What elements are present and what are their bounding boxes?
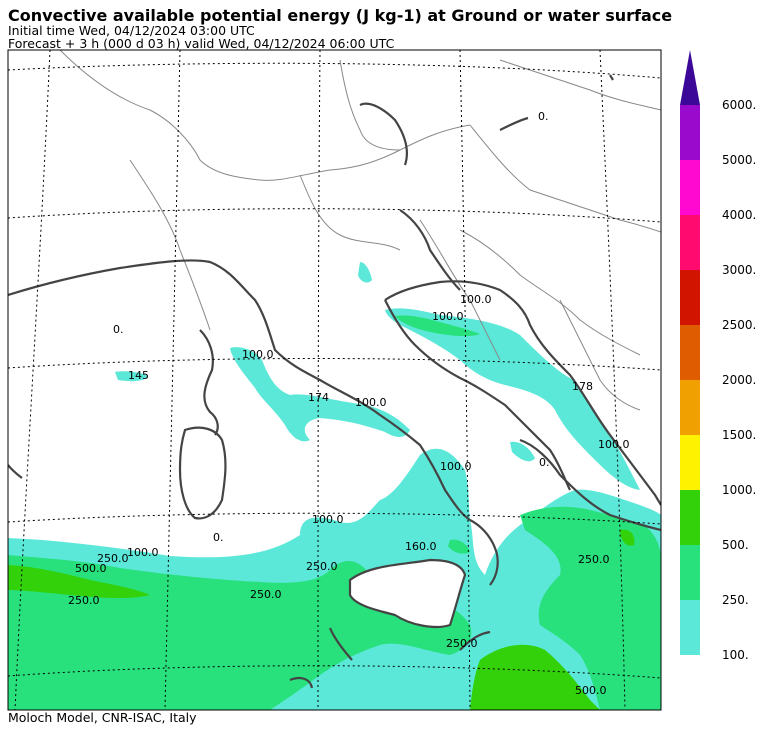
map-title: Convective available potential energy (J… [8,6,673,25]
contour-label: 174 [308,391,329,404]
contour-label: 100.0 [312,513,344,526]
contour-label: 145 [128,369,149,382]
colorbar-label: 1000. [722,483,757,497]
colorbar-label: 3000. [722,263,757,277]
colorbar-swatch [680,380,700,435]
map-frame [7,49,662,711]
contour-label: 100.0 [460,293,492,306]
contour-label: 178 [572,380,593,393]
colorbar-swatch [680,270,700,325]
colorbar-swatch [680,215,700,270]
model-credit: Moloch Model, CNR-ISAC, Italy [8,710,197,725]
contour-label: 100.0 [598,438,630,451]
contour-label: 0. [213,531,224,544]
cape-band-500 [8,529,635,710]
graticule [8,50,661,710]
colorbar-swatch [680,490,700,545]
colorbar-label: 6000. [722,98,757,112]
contour-label: 0. [113,323,124,336]
land-mass [348,558,467,629]
contour-label: 0. [539,456,550,469]
country-borders [59,50,661,411]
colorbar-swatch [680,435,700,490]
colorbar-label: 2500. [722,318,757,332]
contour-label: 100.0 [127,546,159,559]
contour-label: 500.0 [75,562,107,575]
colorbar-swatch [680,545,700,600]
contour-label: 500.0 [575,684,607,697]
contour-label: 250.0 [68,594,100,607]
colorbar [680,50,700,655]
colorbar-swatch [680,325,700,380]
colorbar-label: 250. [722,593,749,607]
contour-label: 100.0 [355,396,387,409]
contour-label: 250.0 [250,588,282,601]
contour-label: 100.0 [432,310,464,323]
initial-time: Initial time Wed, 04/12/2024 03:00 UTC [8,23,255,38]
contour-label: 100.0 [242,348,274,361]
forecast-time: Forecast + 3 h (000 d 03 h) valid Wed, 0… [8,36,395,51]
contour-label: 100.0 [440,460,472,473]
colorbar-label: 2000. [722,373,757,387]
colorbar-arrow [680,50,700,105]
contour-label: 250.0 [97,552,129,565]
colorbar-label: 500. [722,538,749,552]
contour-label: 250.0 [306,560,338,573]
colorbar-swatch [680,600,700,655]
contour-label: 250.0 [578,553,610,566]
contour-label: 160.0 [405,540,437,553]
contour-label: 250.0 [446,637,478,650]
contour-labels: 0. 0. 100.0 145 174 100.0 100.0 100.0 178 0. 100.0… [68,110,630,697]
colorbar-label: 5000. [722,153,757,167]
colorbar-label: 100. [722,648,749,662]
colorbar-label: 1500. [722,428,757,442]
contour-label: 0. [538,110,549,123]
colorbar-swatch [680,160,700,215]
colorbar-label: 4000. [722,208,757,222]
coastlines [8,74,661,689]
colorbar-swatch [680,105,700,160]
